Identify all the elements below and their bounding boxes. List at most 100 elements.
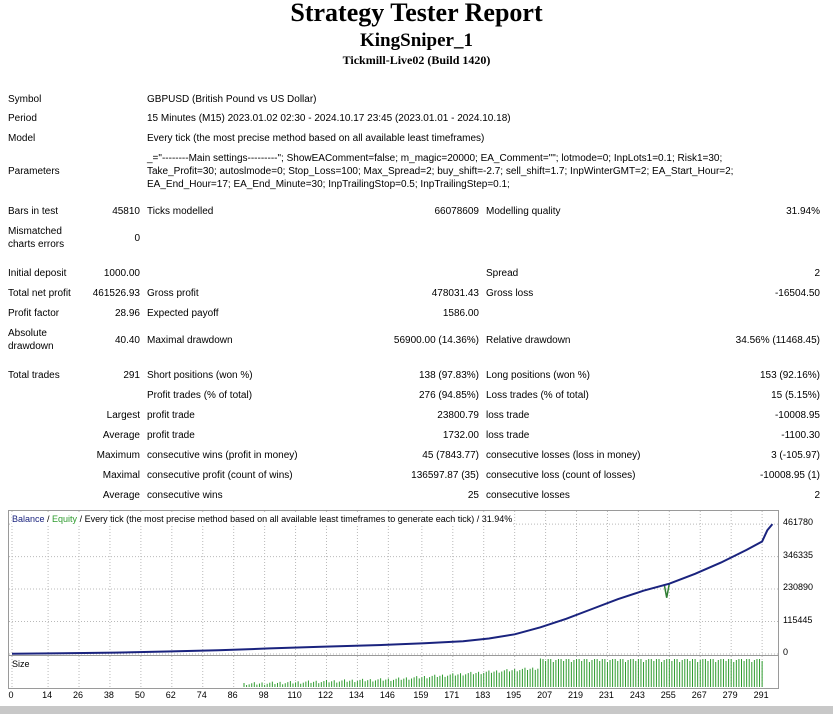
bars-label: Bars in test bbox=[8, 206, 59, 217]
legend-balance: Balance bbox=[12, 514, 45, 524]
x-tick-label: 14 bbox=[42, 690, 53, 700]
x-tick-label: 243 bbox=[629, 690, 645, 700]
parameters-line-3: EA_End_Hour=17; EA_End_Minute=30; InpTra… bbox=[147, 179, 510, 190]
period-label: Period bbox=[8, 113, 37, 124]
profit-factor-label: Profit factor bbox=[8, 308, 60, 319]
net-profit-value: 461526.93 bbox=[92, 288, 140, 299]
y-tick-label: 461780 bbox=[783, 517, 814, 528]
x-tick-label: 171 bbox=[444, 690, 460, 700]
legend-description: Every tick (the most precise method base… bbox=[84, 514, 513, 524]
average2-label: Average bbox=[102, 490, 140, 501]
maximal-profit-value: 136597.87 (35) bbox=[411, 470, 479, 481]
symbol-value: GBPUSD (British Pound vs US Dollar) bbox=[147, 94, 317, 105]
y-tick-label: 346335 bbox=[783, 549, 814, 560]
x-tick-label: 38 bbox=[103, 690, 114, 700]
average-loss-value: -1100.30 bbox=[781, 430, 820, 441]
gross-loss-label: Gross loss bbox=[486, 288, 534, 299]
largest-loss-label: loss trade bbox=[486, 410, 530, 421]
x-tick-label: 0 bbox=[8, 690, 14, 700]
expected-payoff-label: Expected payoff bbox=[147, 308, 219, 319]
avg-wins-value: 25 bbox=[467, 490, 479, 501]
ea-name: KingSniper_1 bbox=[360, 30, 473, 51]
report-title: Strategy Tester Report bbox=[290, 0, 543, 27]
x-tick-label: 110 bbox=[287, 690, 302, 700]
parameters-line-1: _="--------Main settings---------"; Show… bbox=[147, 153, 723, 164]
x-tick-label: 26 bbox=[73, 690, 84, 700]
mismatch-value: 0 bbox=[134, 233, 140, 244]
x-tick-label: 291 bbox=[753, 690, 769, 700]
legend-sep-2: / bbox=[77, 514, 85, 524]
y-tick-label: 230890 bbox=[783, 582, 814, 593]
max-wins-label: consecutive wins (profit in money) bbox=[147, 450, 298, 461]
model-value: Every tick (the most precise method base… bbox=[147, 133, 485, 144]
quality-value: 31.94% bbox=[786, 206, 820, 217]
symbol-label: Symbol bbox=[8, 94, 42, 105]
maximal-loss-value: -10008.95 (1) bbox=[759, 470, 820, 481]
x-tick-label: 74 bbox=[196, 690, 207, 700]
mismatch-label-2: charts errors bbox=[8, 239, 65, 250]
legend-equity: Equity bbox=[52, 514, 78, 524]
max-wins-value: 45 (7843.77) bbox=[422, 450, 479, 461]
largest-label: Largest bbox=[106, 410, 140, 421]
server-build: Tickmill-Live02 (Build 1420) bbox=[342, 53, 491, 67]
largest-loss-value: -10008.95 bbox=[774, 410, 820, 421]
absolute-dd-value: 40.40 bbox=[114, 335, 140, 346]
x-tick-label: 50 bbox=[134, 690, 145, 700]
loss-trades-value: 15 (5.15%) bbox=[771, 390, 820, 401]
quality-label: Modelling quality bbox=[486, 206, 561, 217]
max-losses-value: 3 (-105.97) bbox=[771, 450, 820, 461]
gross-profit-value: 478031.43 bbox=[431, 288, 479, 299]
balance-plot bbox=[9, 511, 778, 657]
maximum-label: Maximum bbox=[96, 450, 140, 461]
x-tick-label: 122 bbox=[317, 690, 333, 700]
profit-factor-value: 28.96 bbox=[114, 308, 140, 319]
average-profit-value: 1732.00 bbox=[442, 430, 479, 441]
loss-trades-label: Loss trades (% of total) bbox=[486, 390, 589, 401]
equity-line bbox=[663, 583, 671, 598]
initial-deposit-value: 1000.00 bbox=[103, 268, 140, 279]
x-tick-label: 207 bbox=[537, 690, 553, 700]
maximal-dd-label: Maximal drawdown bbox=[147, 335, 233, 346]
x-tick-label: 146 bbox=[379, 690, 395, 700]
x-tick-label: 86 bbox=[227, 690, 238, 700]
balance-chart: Balance / Equity / Every tick (the most … bbox=[8, 510, 779, 658]
balance-line bbox=[11, 523, 774, 655]
avg-wins-label: consecutive wins bbox=[147, 490, 223, 501]
period-value: 15 Minutes (M15) 2023.01.02 02:30 - 2024… bbox=[147, 113, 511, 124]
size-chart: Size bbox=[8, 655, 779, 689]
bars-value: 45810 bbox=[112, 206, 140, 217]
average-profit-label: profit trade bbox=[147, 430, 195, 441]
short-value: 138 (97.83%) bbox=[418, 370, 479, 381]
avg-losses-value: 2 bbox=[814, 490, 820, 501]
net-profit-label: Total net profit bbox=[8, 288, 71, 299]
x-tick-label: 183 bbox=[475, 690, 491, 700]
size-label: Size bbox=[12, 659, 30, 669]
y-tick-label: 115445 bbox=[783, 614, 813, 625]
x-tick-label: 195 bbox=[506, 690, 522, 700]
relative-dd-label: Relative drawdown bbox=[486, 335, 571, 346]
size-plot bbox=[11, 656, 763, 688]
average-loss-label: loss trade bbox=[486, 430, 530, 441]
total-trades-label: Total trades bbox=[8, 370, 60, 381]
ticks-value: 66078609 bbox=[434, 206, 480, 217]
ticks-label: Ticks modelled bbox=[147, 206, 214, 217]
relative-dd-value: 34.56% (11468.45) bbox=[735, 335, 820, 346]
profit-trades-label: Profit trades (% of total) bbox=[147, 390, 253, 401]
parameters-line-2: Take_Profit=30; autoslmode=0; Stop_Loss=… bbox=[147, 166, 734, 177]
x-tick-label: 159 bbox=[413, 690, 429, 700]
avg-losses-label: consecutive losses bbox=[486, 490, 570, 501]
x-tick-label: 98 bbox=[258, 690, 269, 700]
max-losses-label: consecutive losses (loss in money) bbox=[486, 450, 641, 461]
chart-legend: Balance / Equity / Every tick (the most … bbox=[12, 513, 513, 526]
absolute-dd-label-2: drawdown bbox=[8, 341, 54, 352]
profit-trades-value: 276 (94.85%) bbox=[418, 390, 479, 401]
total-trades-value: 291 bbox=[123, 370, 140, 381]
footer-bar bbox=[0, 706, 833, 714]
x-tick-label: 62 bbox=[165, 690, 176, 700]
legend-sep-1: / bbox=[44, 514, 53, 524]
model-label: Model bbox=[8, 133, 36, 144]
largest-profit-value: 23800.79 bbox=[437, 410, 479, 421]
long-label: Long positions (won %) bbox=[486, 370, 590, 381]
largest-profit-label: profit trade bbox=[147, 410, 195, 421]
maximal-profit-label: consecutive profit (count of wins) bbox=[147, 470, 293, 481]
